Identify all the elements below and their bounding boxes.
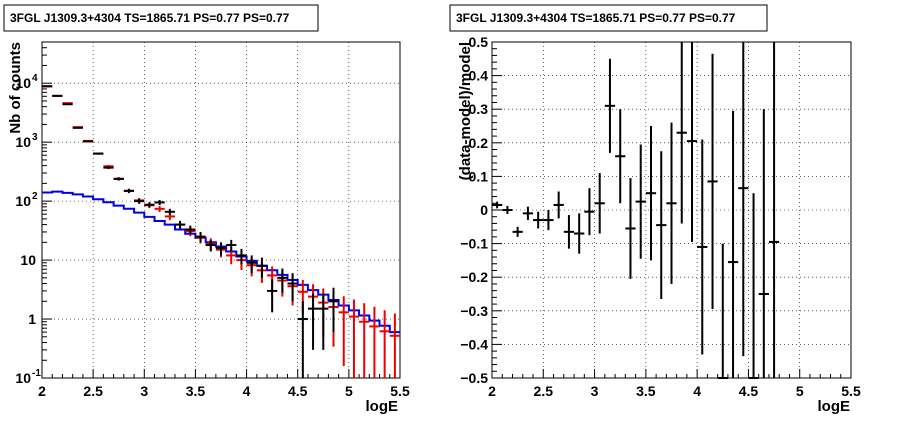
counts-x-tick-label: 3.5 — [186, 383, 206, 399]
residuals-y-tick-label: 0.5 — [469, 34, 489, 50]
counts-y-axis-label: Nb of counts — [7, 42, 24, 134]
residuals-x-tick-label: 3.5 — [636, 383, 656, 399]
residuals-y-axis-label: (data-model)/model — [457, 42, 474, 180]
counts-y-tick-exponent: 2 — [32, 191, 38, 202]
residuals-panel: 2 2.5 3 3.5 4 4.5 5 5.5 0.5 0.4 0.3 0.2 0.1 0 −0.1 −0.… — [449, 4, 861, 415]
counts-title-box — [3, 4, 319, 32]
residuals-x-tick-label: 5 — [796, 383, 804, 399]
counts-x-tick-label: 2 — [38, 383, 46, 399]
residuals-y-tick-label: −0.4 — [460, 336, 488, 352]
counts-y-tick-exponent: 3 — [32, 132, 38, 143]
residuals-x-tick-label: 2 — [488, 383, 496, 399]
residuals-y-tick-label: −0.3 — [460, 303, 488, 319]
residuals-y-tick-label: 0.2 — [469, 135, 489, 151]
counts-x-ticks: 2 2.5 3 3.5 4 4.5 5 5.5 — [38, 369, 410, 399]
counts-y-tick-label: 10 — [15, 370, 31, 386]
counts-y-tick-label: 10 — [15, 75, 31, 91]
residuals-x-tick-label: 5.5 — [841, 383, 861, 399]
residuals-title-box — [449, 4, 768, 32]
counts-y-tick-exponent: -1 — [32, 368, 41, 379]
counts-y-tick-label: 10 — [15, 134, 31, 150]
counts-y-tick-label: 1 — [28, 311, 36, 327]
residuals-y-tick-label: 0.3 — [469, 101, 489, 117]
counts-chart-title: 3FGL J1309.3+4304 TS=1865.71 PS=0.77 PS=… — [10, 11, 290, 25]
residuals-gridlines — [492, 42, 851, 378]
residuals-y-tick-label: 0.4 — [469, 68, 489, 84]
residuals-x-tick-label: 4 — [693, 383, 701, 399]
residuals-x-tick-label: 3 — [591, 383, 599, 399]
counts-x-tick-label: 4.5 — [288, 383, 308, 399]
residuals-y-tick-label: −0.2 — [460, 269, 488, 285]
residuals-x-axis-label: logE — [818, 398, 851, 415]
residuals-y-tick-label: −0.5 — [460, 370, 488, 386]
residuals-y-ticks: 0.5 0.4 0.3 0.2 0.1 0 −0.1 −0.2 −0.3 −0.4 −0.5 — [460, 34, 502, 386]
residuals-chart-title: 3FGL J1309.3+4304 TS=1865.71 PS=0.77 PS=… — [456, 11, 736, 25]
counts-x-axis-label: logE — [366, 398, 399, 415]
residuals-data-points — [492, 42, 780, 379]
residuals-x-tick-label: 2.5 — [534, 383, 554, 399]
residuals-x-tick-label: 4.5 — [739, 383, 759, 399]
residuals-x-ticks: 2 2.5 3 3.5 4 4.5 5 5.5 — [488, 369, 861, 399]
residuals-y-tick-label: −0.1 — [460, 236, 488, 252]
counts-x-tick-label: 2.5 — [83, 383, 103, 399]
counts-x-tick-label: 5.5 — [390, 383, 410, 399]
counts-plot-frame — [41, 41, 401, 379]
residuals-y-tick-label: 0.1 — [469, 168, 489, 184]
counts-gridlines — [42, 42, 400, 378]
counts-y-tick-label: 10 — [15, 193, 31, 209]
counts-x-tick-label: 3 — [140, 383, 148, 399]
counts-data-points — [42, 85, 339, 378]
residuals-y-tick-label: 0 — [480, 202, 488, 218]
counts-y-tick-exponent: 4 — [32, 73, 38, 84]
counts-x-tick-label: 4 — [243, 383, 251, 399]
counts-y-tick-label: 10 — [20, 252, 36, 268]
counts-x-tick-label: 5 — [345, 383, 353, 399]
